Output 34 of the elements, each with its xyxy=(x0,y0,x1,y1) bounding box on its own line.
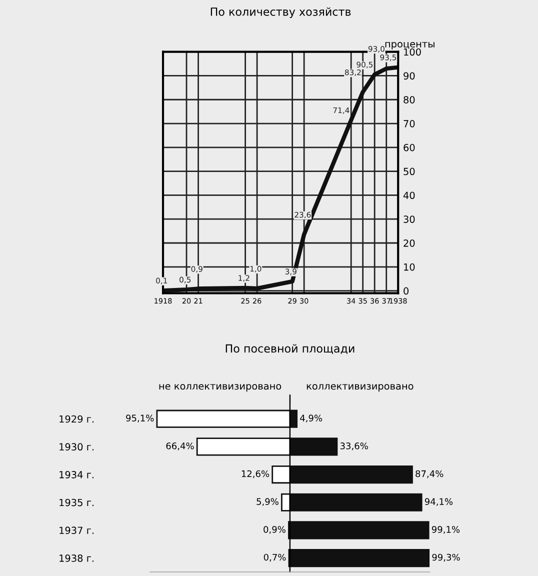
y-axis-title: проценты xyxy=(385,42,434,50)
data-label: 0,9% xyxy=(264,526,286,534)
y-tick-label: 80 xyxy=(404,96,415,104)
y-tick-label: 10 xyxy=(404,263,415,271)
series-label: не коллективизировано xyxy=(159,384,282,392)
y-tick-label: 100 xyxy=(404,48,421,56)
data-label: 87,4% xyxy=(416,470,444,478)
data-label: 0,7% xyxy=(264,554,286,562)
y-tick-label: 1930 г. xyxy=(60,443,94,451)
y-tick-label: 30 xyxy=(404,216,415,223)
y-tick-label: 1937 г. xyxy=(60,526,94,534)
y-tick-label: 1934 г. xyxy=(60,471,94,478)
data-label: 4,9% xyxy=(300,414,322,422)
data-label: 33,6% xyxy=(340,442,368,450)
text: коллективизировано xyxy=(306,384,414,392)
chart-title: По посевной площади xyxy=(226,344,354,354)
y-tick-label: 20 xyxy=(404,239,415,247)
y-tick-label: 1938 г. xyxy=(60,554,94,562)
y-tick-label: 0 xyxy=(404,287,409,295)
data-label: 95,1% xyxy=(126,414,154,422)
y-tick-label: 70 xyxy=(404,120,415,128)
y-tick-label: 1929 г. xyxy=(60,415,94,423)
data-label: 99,1% xyxy=(432,526,460,534)
y-tick-label: 60 xyxy=(404,144,415,152)
y-tick-label: 1935 г. xyxy=(60,498,94,506)
y-tick-label: 50 xyxy=(404,168,415,176)
y-tick-label: 90 xyxy=(404,72,415,80)
data-label: 12,6% xyxy=(242,470,270,478)
data-label: 94,1% xyxy=(424,498,453,506)
chart-title: По количеству хозяйств xyxy=(210,7,351,18)
data-label: 99,3% xyxy=(432,554,460,562)
y-tick-label: 40 xyxy=(403,192,415,200)
data-label: 5,9% xyxy=(256,498,278,506)
data-label: 66,4% xyxy=(166,442,194,450)
